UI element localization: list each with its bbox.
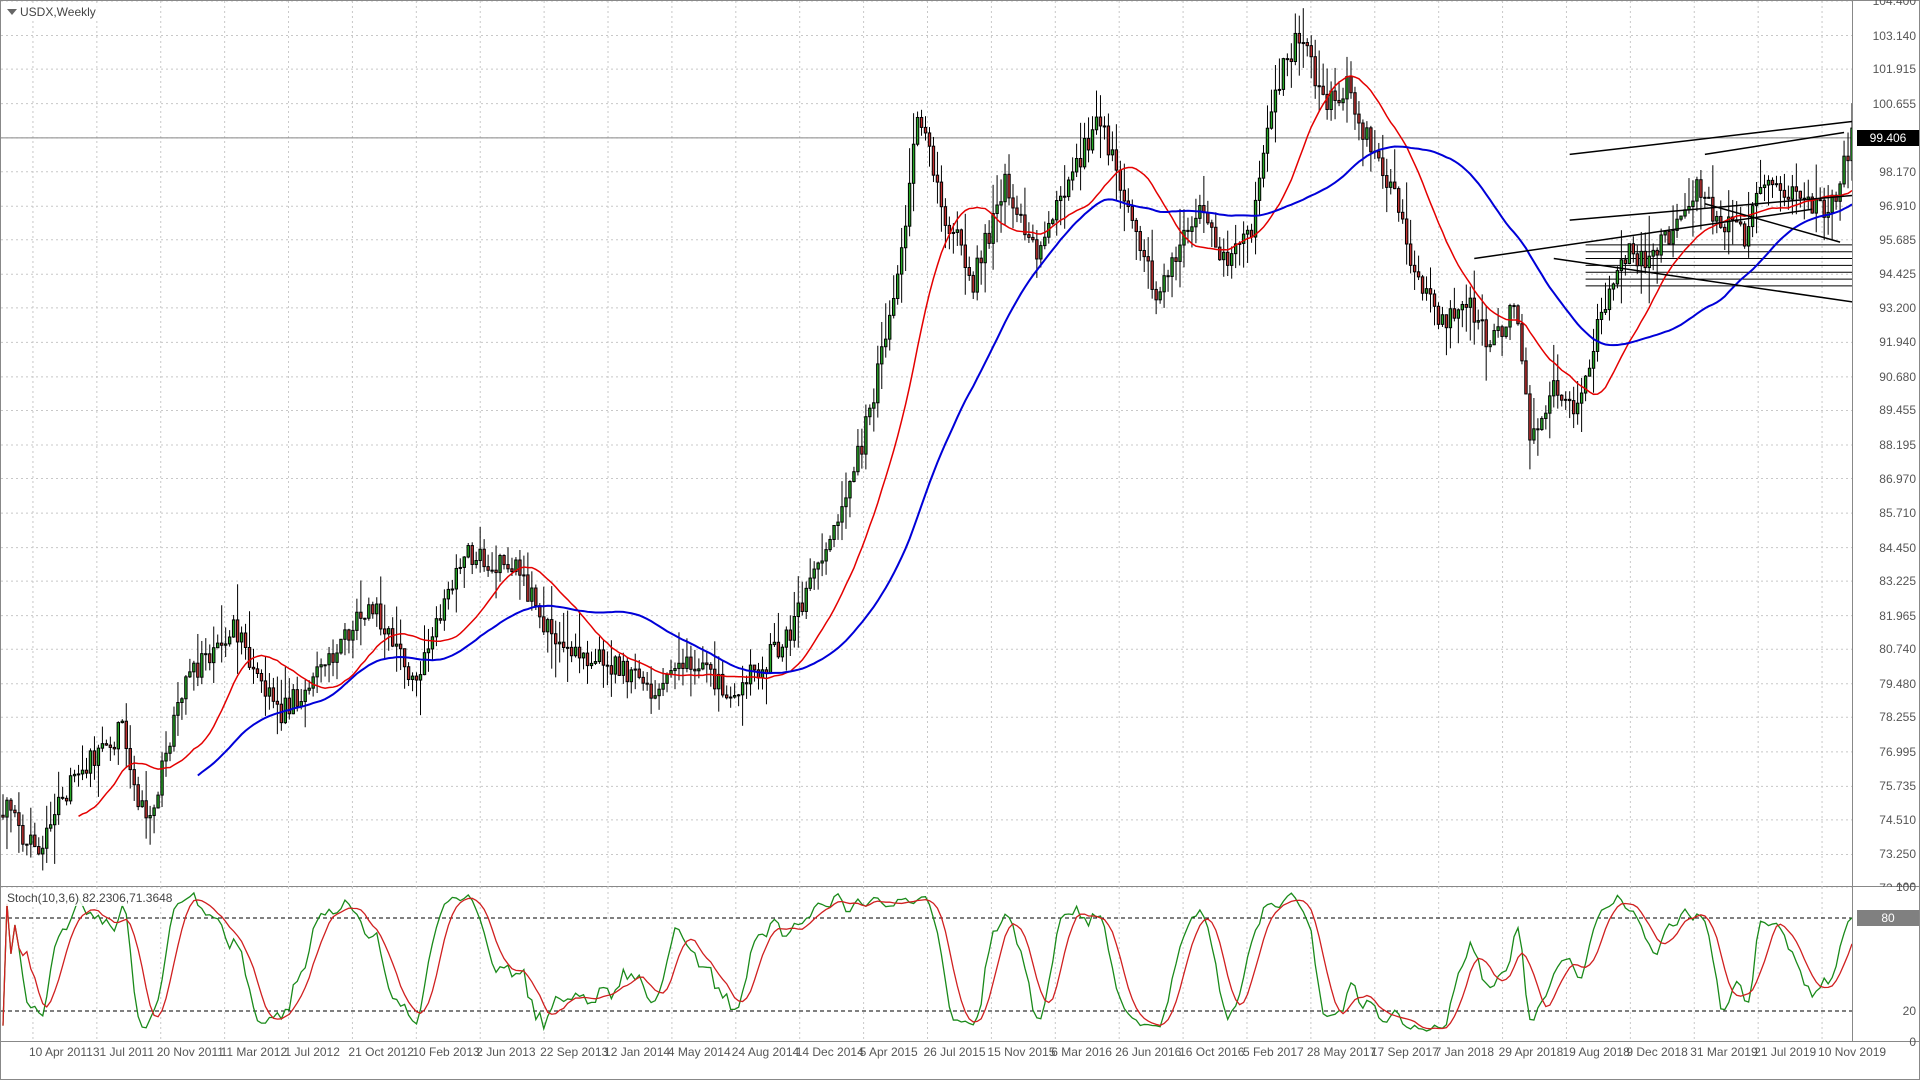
- y-tick: 80.740: [1879, 642, 1916, 656]
- x-tick: 24 Aug 2014: [732, 1045, 799, 1059]
- y-tick: 74.510: [1879, 813, 1916, 827]
- y-tick: 73.250: [1879, 847, 1916, 861]
- indicator-plot-area[interactable]: Stoch(10,3,6) 82.2306,71.3648: [1, 887, 1852, 1041]
- indicator-y-tick: 20: [1903, 1004, 1916, 1018]
- x-tick: 10 Apr 2011: [29, 1045, 93, 1059]
- x-tick: 31 Mar 2019: [1690, 1045, 1757, 1059]
- x-tick: 11 Mar 2012: [221, 1045, 288, 1059]
- x-tick: 12 Jan 2014: [604, 1045, 670, 1059]
- y-tick: 100.655: [1873, 97, 1916, 111]
- chart-root: USDX,Weekly 104.400 103.140 101.915 100.655…: [0, 0, 1920, 1080]
- chart-title[interactable]: USDX,Weekly: [4, 4, 99, 20]
- y-tick: 94.425: [1879, 267, 1916, 281]
- y-tick: 90.680: [1879, 370, 1916, 384]
- x-tick: 31 Jul 2011: [93, 1045, 154, 1059]
- x-tick: 28 May 2017: [1307, 1045, 1376, 1059]
- x-tick: 10 Feb 2013: [412, 1045, 479, 1059]
- current-price-flag: 99.406: [1857, 130, 1919, 146]
- x-tick: 14 Dec 2014: [796, 1045, 864, 1059]
- x-tick: 15 Nov 2015: [987, 1045, 1055, 1059]
- symbol-timeframe-label: USDX,Weekly: [20, 5, 96, 19]
- y-tick: 98.170: [1879, 165, 1916, 179]
- x-tick: 10 Nov 2019: [1818, 1045, 1886, 1059]
- x-tick: 5 Apr 2015: [860, 1045, 918, 1059]
- main-y-scale[interactable]: 104.400 103.140 101.915 100.655 99.406 98.170…: [1852, 1, 1919, 886]
- main-chart-svg: [1, 1, 1854, 888]
- y-tick: 85.710: [1879, 506, 1916, 520]
- x-tick: 22 Sep 2013: [540, 1045, 608, 1059]
- x-tick: 26 Jul 2015: [924, 1045, 986, 1059]
- chevron-down-icon: [7, 9, 17, 15]
- x-tick: 21 Oct 2012: [348, 1045, 413, 1059]
- x-tick: 21 Jul 2019: [1754, 1045, 1816, 1059]
- x-axis[interactable]: 10 Apr 201131 Jul 201120 Nov 201111 Mar …: [0, 1042, 1920, 1080]
- y-tick: 91.940: [1879, 335, 1916, 349]
- y-tick: 75.735: [1879, 779, 1916, 793]
- y-tick: 84.450: [1879, 541, 1916, 555]
- indicator-svg: [1, 887, 1854, 1042]
- indicator-y-scale[interactable]: 1008020080: [1852, 887, 1919, 1041]
- y-tick: 81.965: [1879, 609, 1916, 623]
- y-tick: 86.970: [1879, 472, 1916, 486]
- y-tick: 83.225: [1879, 574, 1916, 588]
- y-tick: 78.255: [1879, 710, 1916, 724]
- main-plot-area[interactable]: USDX,Weekly: [1, 1, 1852, 886]
- main-price-panel[interactable]: USDX,Weekly 104.400 103.140 101.915 100.655…: [0, 0, 1920, 887]
- y-tick: 101.915: [1873, 62, 1916, 76]
- x-tick: 17 Sep 2017: [1371, 1045, 1439, 1059]
- y-tick: 76.995: [1879, 745, 1916, 759]
- x-tick: 7 Jan 2018: [1435, 1045, 1494, 1059]
- indicator-y-tick: 100: [1896, 880, 1916, 894]
- x-tick: 6 Mar 2016: [1051, 1045, 1112, 1059]
- x-tick: 19 Aug 2018: [1562, 1045, 1629, 1059]
- x-tick: 9 Dec 2018: [1626, 1045, 1687, 1059]
- x-tick: 4 May 2014: [668, 1045, 731, 1059]
- x-tick: 2 Jun 2013: [476, 1045, 535, 1059]
- x-tick: 26 Jun 2016: [1115, 1045, 1181, 1059]
- y-tick: 104.400: [1873, 0, 1916, 8]
- x-tick: 16 Oct 2016: [1179, 1045, 1244, 1059]
- y-tick: 93.200: [1879, 301, 1916, 315]
- indicator-title[interactable]: Stoch(10,3,6) 82.2306,71.3648: [4, 890, 175, 906]
- stochastic-panel[interactable]: Stoch(10,3,6) 82.2306,71.3648 1008020080: [0, 887, 1920, 1042]
- y-tick: 96.910: [1879, 199, 1916, 213]
- y-tick: 95.685: [1879, 233, 1916, 247]
- x-tick: 1 Jul 2012: [285, 1045, 340, 1059]
- y-tick: 79.480: [1879, 677, 1916, 691]
- x-tick: 29 Apr 2018: [1499, 1045, 1564, 1059]
- y-tick: 103.140: [1873, 29, 1916, 43]
- y-tick: 89.455: [1879, 403, 1916, 417]
- stoch-level-flag: 80: [1857, 910, 1919, 926]
- x-tick: 5 Feb 2017: [1243, 1045, 1304, 1059]
- x-tick: 20 Nov 2011: [157, 1045, 224, 1059]
- y-tick: 88.195: [1879, 438, 1916, 452]
- indicator-label: Stoch(10,3,6) 82.2306,71.3648: [7, 891, 172, 905]
